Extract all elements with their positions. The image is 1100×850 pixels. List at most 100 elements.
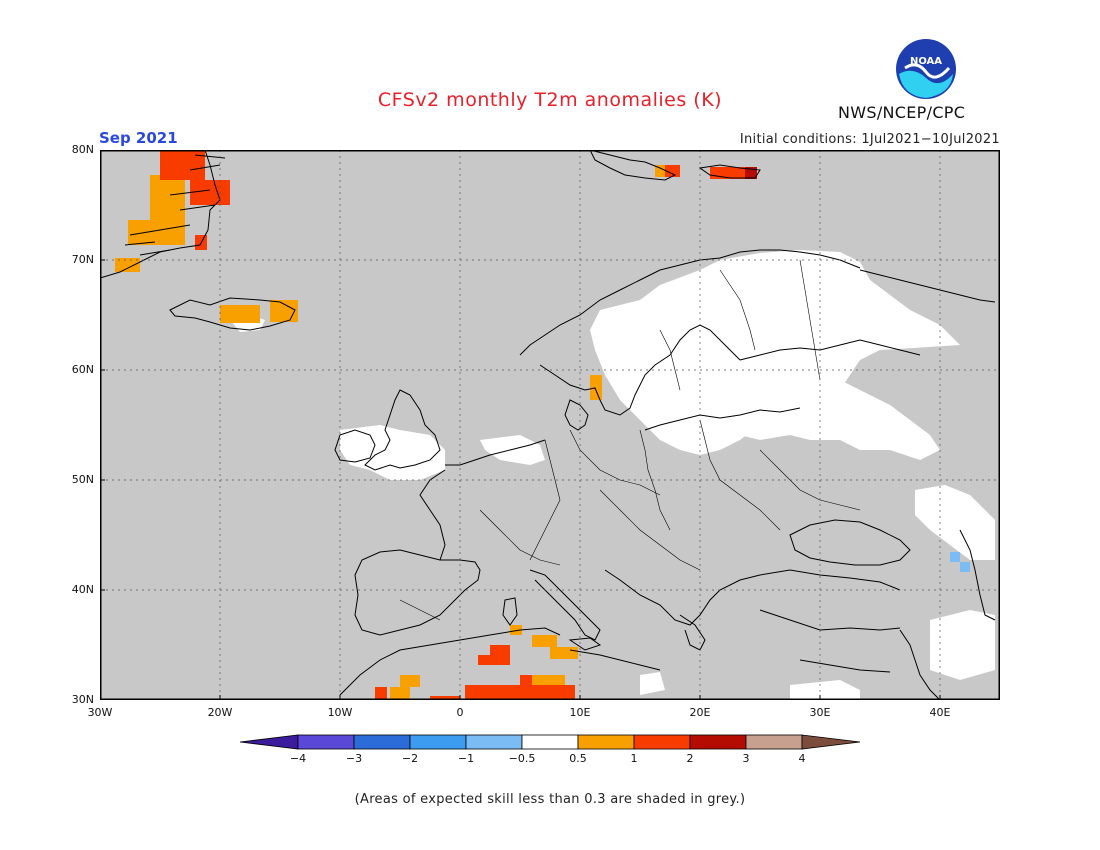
colorbar-label-neg05: −0.5 — [508, 752, 536, 765]
coast-greece — [679, 614, 706, 651]
coast-norway — [519, 249, 861, 356]
coast-britain — [364, 389, 441, 471]
white-caucasus — [915, 485, 995, 560]
lon-label-20w: 20W — [207, 706, 233, 719]
white-mideast — [930, 610, 995, 680]
colorbar-label-4: 4 — [798, 752, 806, 765]
cell-svalbard-1 — [655, 165, 667, 177]
lat-label-80n: 80N — [71, 143, 94, 156]
colorbar-bin-neg2-neg1 — [409, 734, 467, 750]
colorbar-bin-2-3 — [689, 734, 747, 750]
organization-label: NWS/NCEP/CPC — [838, 103, 966, 122]
map-frame — [100, 150, 1000, 700]
cell-caucasus-b1 — [950, 552, 960, 562]
colorbar-label-2: 2 — [686, 752, 694, 765]
cell-oslo — [590, 375, 602, 400]
cell-morocco-2 — [390, 687, 410, 699]
cell-iceland-1 — [220, 305, 260, 323]
lon-label-0: 0 — [456, 706, 464, 719]
coast-iberia — [354, 549, 481, 636]
colorbar-label-neg4: −4 — [289, 752, 307, 765]
white-baltic — [720, 365, 940, 460]
lon-label-10e: 10E — [569, 706, 591, 719]
chart-title: CFSv2 monthly T2m anomalies (K) — [377, 89, 723, 111]
cell-svalbard-dr — [745, 167, 757, 179]
anomaly-2-3 — [745, 167, 757, 179]
colorbar-label-neg1: −1 — [457, 752, 475, 765]
coast-black-sea — [789, 519, 911, 566]
coast-caspian — [959, 529, 996, 621]
cell-algeria-1 — [530, 675, 565, 687]
lat-label-60n: 60N — [71, 363, 94, 376]
lat-label-50n: 50N — [71, 473, 94, 486]
colorbar-label-1: 1 — [630, 752, 638, 765]
colorbar-bin-neg1-neg05 — [465, 734, 523, 750]
graticule — [100, 150, 1000, 700]
colorbar-bin-neg3-neg2 — [353, 734, 411, 750]
colorbar-label-05: 0.5 — [569, 752, 587, 765]
coast-finland — [739, 339, 921, 361]
cell-algeria-r1 — [490, 645, 510, 665]
cell-morocco-1 — [400, 675, 420, 687]
cell-svalbard-r2 — [710, 167, 755, 179]
lon-label-30e: 30E — [809, 706, 831, 719]
coast-ireland — [334, 429, 376, 463]
lat-label-40n: 40N — [71, 583, 94, 596]
cell-tunisia-1 — [510, 625, 522, 635]
white-benelux — [480, 435, 545, 465]
colorbar-bin-05-1 — [577, 734, 635, 750]
coast-greenland — [99, 149, 221, 279]
coast-sicily — [568, 637, 602, 651]
cell-algeria-r2 — [478, 655, 493, 665]
cell-caucasus-b2 — [960, 562, 970, 572]
coast-sardinia — [502, 597, 518, 626]
coast-sweden-south — [539, 324, 741, 416]
noaa-logo: NOAA — [895, 38, 957, 104]
cell-greenland-3 — [115, 258, 140, 272]
anomaly-05-1 — [115, 165, 667, 699]
cell-morocco-r1 — [375, 687, 387, 700]
colorbar-bin-neg4-neg3 — [297, 734, 355, 750]
anomaly-1-2 — [160, 150, 755, 700]
colorbar-bin-neg05-05 — [521, 734, 579, 750]
coast-denmark — [564, 399, 589, 431]
cell-algeria-r3 — [465, 685, 575, 700]
lon-label-30w: 30W — [87, 706, 113, 719]
colorbar-bin-lt-neg4 — [239, 734, 299, 750]
colorbar — [239, 733, 862, 757]
coast-balkans — [604, 569, 761, 626]
lat-label-70n: 70N — [71, 253, 94, 266]
white-n-africa-1 — [790, 680, 860, 700]
lon-label-20e: 20E — [689, 706, 711, 719]
coastlines — [99, 149, 996, 701]
cell-greenland-r1 — [160, 150, 205, 180]
lon-label-10w: 10W — [327, 706, 353, 719]
white-n-africa-2 — [640, 672, 665, 695]
coast-kola — [859, 269, 996, 303]
initial-conditions: Initial conditions: 1Jul2021−10Jul2021 — [739, 132, 1000, 147]
cell-iceland-2 — [270, 300, 298, 322]
colorbar-svg — [239, 734, 861, 750]
colorbar-label-neg3: −3 — [345, 752, 363, 765]
coast-baltic — [644, 407, 801, 431]
cell-algeria-r5 — [430, 696, 460, 700]
cell-tunisia-2 — [532, 635, 557, 647]
coast-svalbard — [589, 149, 677, 181]
coast-turkey — [759, 569, 901, 631]
white-british-isles — [340, 425, 445, 480]
map-svg — [99, 149, 1000, 701]
lon-label-40e: 40E — [929, 706, 951, 719]
coast-n-africa — [339, 627, 891, 696]
skill-footnote: (Areas of expected skill less than 0.3 a… — [354, 792, 746, 807]
forecast-month: Sep 2021 — [99, 129, 178, 147]
cell-greenland-r2 — [190, 180, 230, 205]
white-scandinavia — [590, 250, 960, 455]
cell-svalbard-r1 — [665, 165, 680, 177]
map-panel — [99, 149, 1000, 704]
coast-italy — [529, 569, 601, 641]
anomaly-neg1-neg05 — [950, 552, 970, 572]
lat-label-30n: 30N — [71, 693, 94, 706]
coast-iceland — [169, 297, 296, 331]
colorbar-label-3: 3 — [742, 752, 750, 765]
colorbar-bin-3-4 — [745, 734, 803, 750]
